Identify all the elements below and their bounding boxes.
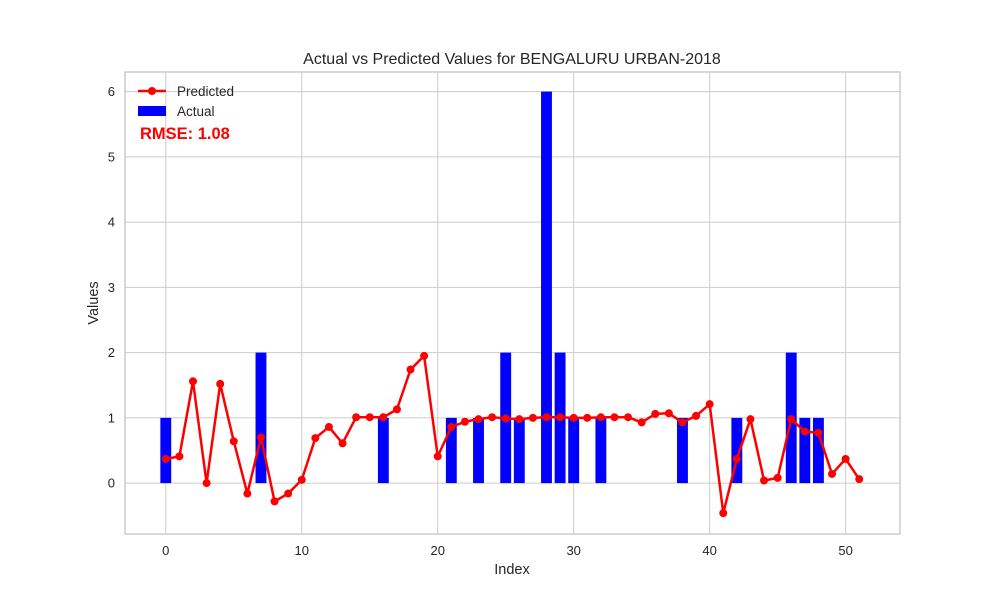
actual-bar	[595, 417, 607, 484]
legend-actual-label: Actual	[177, 104, 215, 119]
y-tick-label: 2	[108, 345, 115, 360]
predicted-point	[800, 427, 809, 436]
actual-bar	[513, 417, 525, 484]
predicted-point	[406, 365, 415, 374]
y-tick-label: 6	[108, 84, 115, 99]
predicted-point	[311, 434, 320, 443]
legend-predicted-marker-icon	[148, 87, 156, 95]
legend: Predicted Actual	[138, 84, 234, 119]
predicted-point	[392, 405, 401, 414]
predicted-point	[664, 409, 673, 418]
predicted-point	[828, 469, 837, 478]
actual-bar	[568, 417, 580, 484]
predicted-point	[705, 400, 714, 409]
predicted-point	[637, 418, 646, 427]
x-tick-label: 40	[702, 543, 716, 558]
predicted-point	[447, 422, 456, 431]
actual-bar	[541, 91, 552, 484]
chart-title: Actual vs Predicted Values for BENGALURU…	[303, 51, 721, 68]
predicted-point	[841, 454, 850, 463]
actual-bar	[731, 417, 743, 484]
predicted-point	[773, 473, 782, 482]
predicted-point	[814, 428, 823, 437]
x-tick-label: 0	[162, 543, 169, 558]
plot-area	[125, 72, 900, 534]
predicted-point	[270, 497, 279, 506]
predicted-point	[188, 377, 197, 386]
predicted-point	[596, 413, 605, 422]
y-tick-label: 1	[108, 410, 115, 425]
actual-bar	[812, 417, 824, 484]
predicted-point	[175, 452, 184, 461]
predicted-point	[365, 413, 374, 422]
predicted-point	[161, 454, 170, 463]
predicted-point	[624, 413, 633, 422]
actual-bar	[799, 417, 811, 484]
legend-predicted-label: Predicted	[177, 84, 234, 99]
x-tick-label: 20	[430, 543, 444, 558]
predicted-point	[474, 415, 483, 424]
x-tick-label: 10	[295, 543, 309, 558]
predicted-point	[501, 414, 510, 423]
predicted-point	[243, 489, 252, 498]
predicted-point	[202, 479, 211, 488]
x-tick-label: 50	[838, 543, 852, 558]
y-tick-labels: 0 1 2 3 4 5 6	[108, 84, 115, 491]
predicted-point	[583, 413, 592, 422]
x-axis-label: Index	[494, 562, 530, 578]
predicted-point	[229, 437, 238, 446]
predicted-point	[692, 411, 701, 420]
predicted-point	[420, 351, 429, 360]
predicted-point	[569, 413, 578, 422]
grid	[125, 72, 900, 534]
predicted-point	[542, 413, 551, 422]
predicted-point	[488, 413, 497, 422]
rmse-annotation: RMSE: 1.08	[140, 125, 230, 143]
y-tick-label: 4	[108, 215, 115, 230]
predicted-point	[746, 415, 755, 424]
actual-bar	[445, 417, 457, 484]
x-tick-labels: 0 10 20 30 40 50	[162, 543, 853, 558]
actual-bar	[377, 417, 389, 484]
y-tick-label: 5	[108, 149, 115, 164]
y-tick-label: 0	[108, 476, 115, 491]
predicted-point	[338, 439, 347, 448]
predicted-point	[787, 415, 796, 424]
predicted-point	[297, 475, 306, 484]
predicted-point	[352, 413, 361, 422]
legend-actual-swatch-icon	[138, 106, 166, 116]
predicted-point	[216, 379, 225, 388]
predicted-line	[165, 354, 861, 515]
plot-frame	[124, 71, 901, 535]
y-axis-label: Values	[86, 281, 102, 324]
actual-bar	[677, 417, 688, 484]
predicted-point	[651, 409, 660, 418]
predicted-series-line	[165, 354, 861, 515]
actual-bar	[473, 417, 484, 484]
x-tick-label: 30	[566, 543, 580, 558]
predicted-point	[379, 413, 388, 422]
predicted-point	[610, 413, 619, 422]
predicted-points	[161, 351, 864, 518]
predicted-point	[855, 475, 864, 484]
predicted-point	[433, 452, 442, 461]
predicted-point	[719, 509, 728, 518]
predicted-point	[760, 476, 769, 485]
predicted-point	[284, 489, 293, 498]
predicted-point	[556, 413, 565, 422]
predicted-point	[732, 454, 741, 463]
y-tick-label: 3	[108, 280, 115, 295]
predicted-point	[528, 413, 537, 422]
actual-bar	[160, 417, 172, 484]
predicted-point	[678, 418, 687, 427]
predicted-point	[256, 433, 265, 442]
predicted-point	[324, 422, 333, 431]
predicted-point	[515, 415, 524, 424]
predicted-point	[460, 417, 469, 426]
actual-bar	[255, 352, 267, 484]
